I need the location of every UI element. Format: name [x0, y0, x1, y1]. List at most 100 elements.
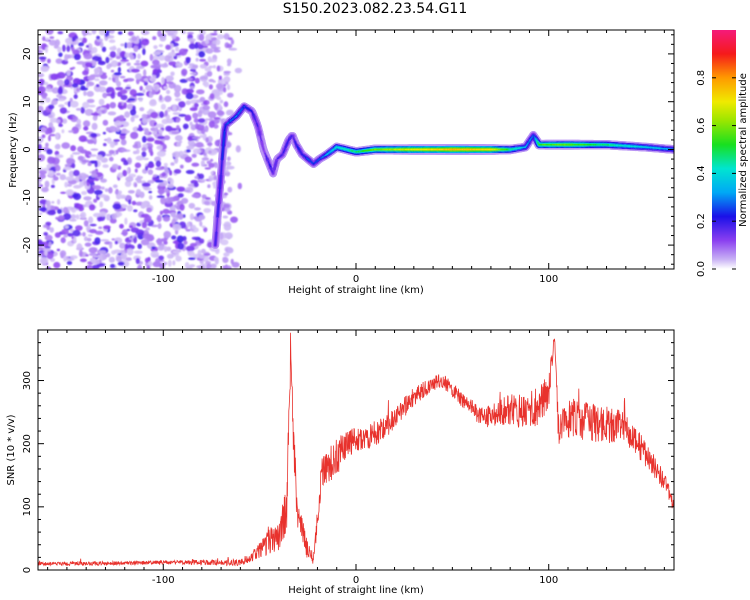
noise-speck: [185, 169, 195, 175]
noise-speck: [65, 189, 74, 196]
noise-speck: [43, 250, 48, 256]
x-tick-label-top: 100: [539, 274, 558, 285]
noise-speck: [157, 69, 162, 73]
noise-speck: [163, 86, 169, 90]
noise-speck: [91, 47, 98, 54]
noise-speck: [208, 162, 215, 168]
noise-speck: [98, 30, 106, 36]
noise-speck: [193, 118, 199, 123]
noise-speck: [146, 234, 155, 242]
noise-speck: [126, 248, 134, 256]
noise-speck: [133, 62, 141, 66]
noise-speck: [47, 170, 55, 178]
noise-speck: [87, 162, 92, 167]
noise-speck: [91, 122, 98, 130]
noise-speck: [102, 131, 106, 135]
noise-speck: [198, 214, 206, 220]
noise-speck: [213, 117, 221, 120]
noise-speck: [75, 175, 80, 183]
noise-speck: [169, 57, 174, 62]
noise-speck: [48, 104, 55, 110]
noise-speck: [110, 60, 118, 68]
noise-speck: [172, 223, 182, 231]
noise-speck: [141, 182, 151, 187]
noise-speck: [158, 182, 166, 187]
noise-speck: [129, 225, 133, 229]
noise-speck: [88, 252, 97, 256]
ridge-segment: [258, 131, 262, 138]
noise-speck: [59, 107, 67, 114]
noise-speck: [159, 94, 163, 101]
noise-speck: [83, 90, 87, 96]
noise-speck: [102, 164, 109, 169]
noise-speck: [135, 65, 145, 70]
noise-speck: [125, 130, 130, 133]
noise-speck: [127, 98, 136, 101]
noise-speck: [83, 220, 89, 227]
noise-speck: [179, 140, 183, 144]
noise-speck: [64, 79, 70, 86]
noise-speck: [64, 225, 69, 229]
noise-speck: [79, 217, 87, 220]
noise-speck: [94, 189, 103, 195]
noise-speck: [124, 180, 132, 187]
noise-speck: [175, 62, 183, 68]
noise-speck: [155, 160, 162, 168]
noise-speck: [75, 124, 80, 128]
noise-speck: [51, 87, 60, 94]
noise-speck: [176, 125, 180, 131]
noise-speck: [199, 58, 207, 62]
noise-speck: [223, 192, 229, 196]
noise-speck: [172, 112, 181, 116]
colorbar-label: Normalized spectral amplitude: [738, 73, 749, 227]
snr-series-line: [38, 332, 674, 567]
noise-speck: [191, 153, 197, 158]
noise-speck: [108, 256, 115, 263]
noise-speck: [135, 73, 142, 80]
noise-speck: [79, 258, 87, 263]
noise-speck: [91, 173, 98, 178]
noise-speck: [204, 197, 211, 200]
noise-speck: [192, 112, 199, 119]
ridge-segment: [216, 201, 220, 218]
noise-speck: [45, 86, 51, 90]
noise-speck: [71, 47, 75, 52]
noise-speck: [154, 140, 163, 145]
noise-speck: [225, 172, 230, 177]
noise-speck: [140, 30, 150, 36]
noise-speck: [148, 108, 153, 113]
noise-speck: [133, 236, 138, 244]
noise-speck: [174, 135, 183, 142]
noise-speck: [227, 92, 234, 98]
noise-speck: [75, 108, 82, 111]
noise-speck: [40, 127, 47, 133]
noise-speck: [123, 78, 129, 83]
noise-speck: [185, 228, 191, 232]
noise-speck: [146, 265, 151, 269]
noise-speck: [101, 186, 105, 190]
noise-speck: [76, 61, 86, 65]
noise-speck: [100, 41, 104, 48]
noise-speck: [208, 58, 218, 63]
noise-speck: [230, 39, 235, 45]
noise-speck: [165, 169, 170, 174]
noise-speck: [133, 250, 143, 254]
noise-speck: [199, 134, 205, 138]
noise-speck: [226, 247, 234, 254]
noise-speck: [213, 174, 217, 181]
noise-speck: [46, 148, 53, 155]
noise-speck: [214, 257, 219, 265]
noise-speck: [174, 90, 181, 98]
noise-speck: [114, 120, 123, 127]
noise-speck: [178, 48, 188, 56]
noise-speck: [130, 116, 135, 123]
noise-speck: [144, 257, 150, 263]
noise-speck: [210, 37, 217, 41]
noise-speck: [76, 243, 83, 251]
noise-speck: [178, 101, 186, 108]
noise-speck: [133, 45, 139, 53]
noise-speck: [206, 70, 213, 77]
noise-speck: [150, 224, 159, 228]
noise-speck: [126, 103, 135, 110]
